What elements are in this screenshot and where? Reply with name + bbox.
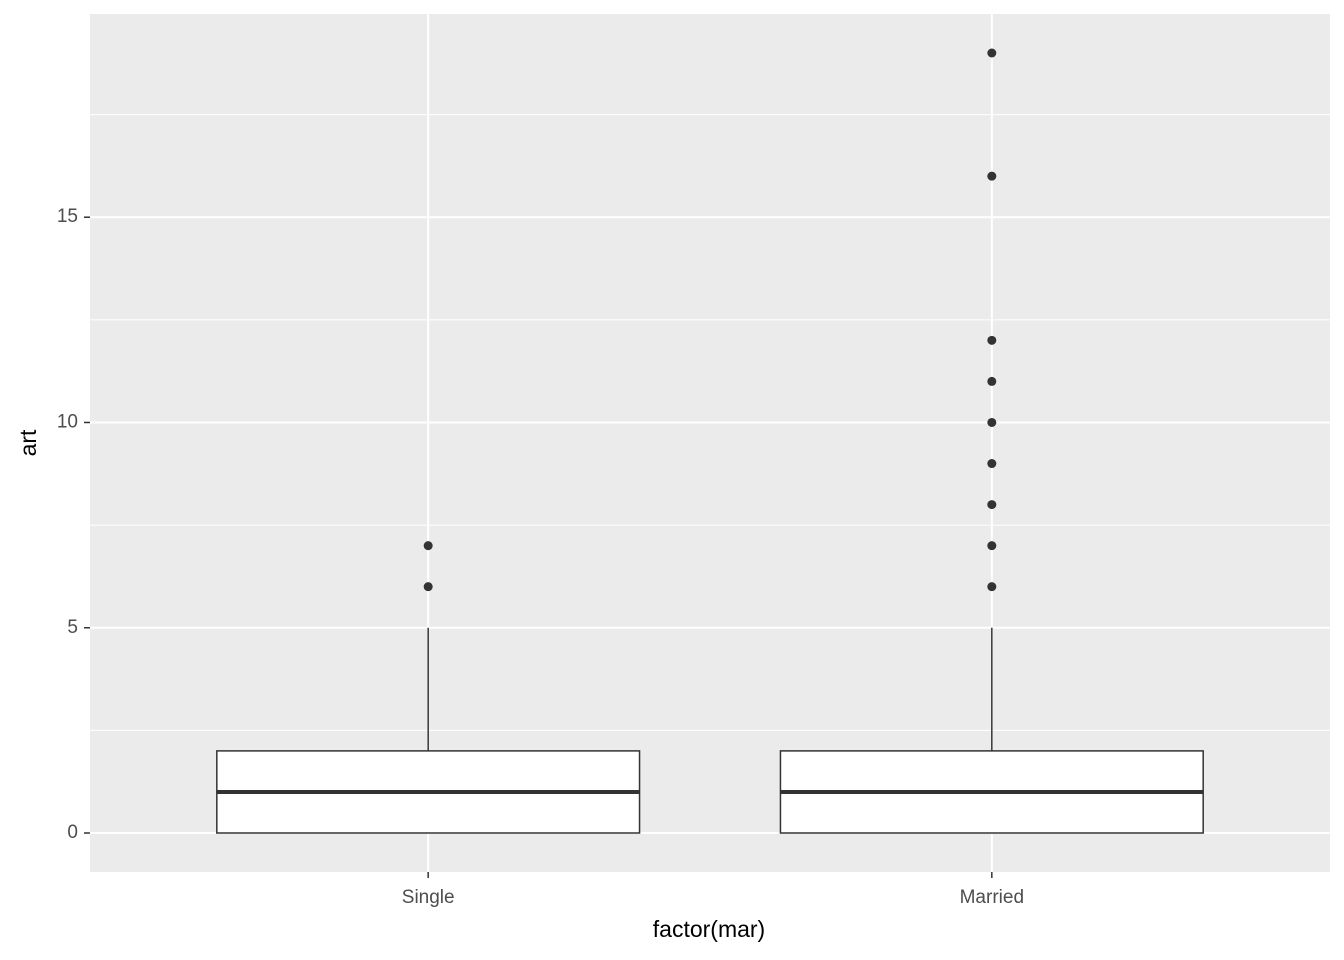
outlier bbox=[987, 48, 997, 58]
y-tick-label: 0 bbox=[67, 822, 78, 843]
outlier bbox=[423, 582, 433, 592]
outlier bbox=[987, 171, 997, 181]
outlier bbox=[423, 541, 433, 551]
outlier bbox=[987, 376, 997, 386]
y-tick-label: 10 bbox=[57, 411, 78, 432]
outlier bbox=[987, 500, 997, 510]
outlier bbox=[987, 417, 997, 427]
outlier bbox=[987, 459, 997, 469]
x-tick-label: Single bbox=[402, 887, 455, 908]
outlier bbox=[987, 335, 997, 345]
y-tick-label: 15 bbox=[57, 206, 78, 227]
panel bbox=[90, 14, 1330, 872]
outlier bbox=[987, 582, 997, 592]
x-tick-label: Married bbox=[960, 887, 1024, 908]
x-axis-title: factor(mar) bbox=[653, 916, 765, 942]
y-axis-title: art bbox=[15, 429, 41, 456]
outlier bbox=[987, 541, 997, 551]
y-tick-label: 5 bbox=[67, 617, 78, 638]
